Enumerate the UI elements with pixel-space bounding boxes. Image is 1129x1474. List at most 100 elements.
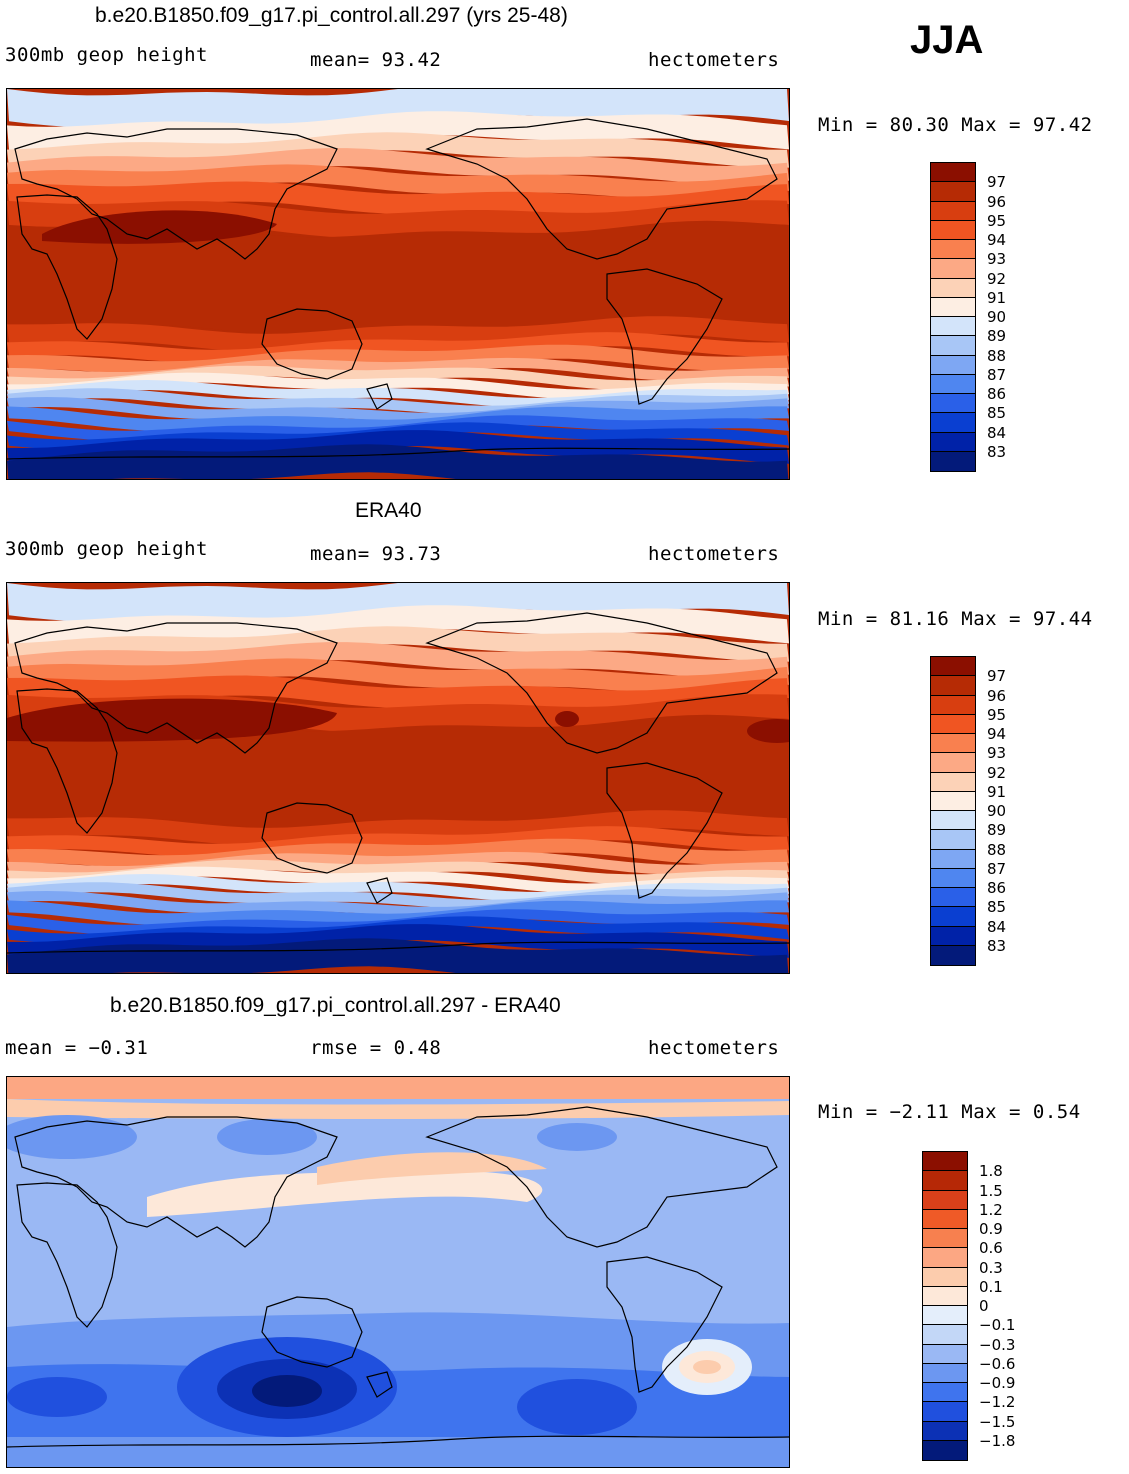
colorbar-swatch	[923, 1190, 967, 1210]
panel-3-mean-label: mean = −0.31	[5, 1037, 149, 1059]
colorbar-tick-label: −1.5	[979, 1412, 1016, 1431]
colorbar-swatch	[931, 432, 975, 452]
colorbar-swatch	[931, 220, 975, 240]
colorbar-swatch	[931, 278, 975, 298]
colorbar-swatch	[931, 868, 975, 888]
colorbar-swatch	[931, 182, 975, 202]
colorbar-tick-label: 86	[987, 879, 1007, 897]
colorbar-tick-label: 94	[987, 725, 1007, 743]
panel-2-variable-label: 300mb geop height	[5, 538, 208, 560]
panel-1-title: b.e20.B1850.f09_g17.pi_control.all.297 (…	[95, 4, 568, 27]
colorbar-swatch	[931, 201, 975, 221]
panel-2-mean-label: mean= 93.73	[310, 543, 442, 565]
colorbar-tick-label: 93	[987, 744, 1007, 763]
colorbar-tick-label: 97	[987, 173, 1007, 192]
colorbar-tick-label: 1.2	[979, 1200, 1003, 1219]
colorbar-tick-label: 1.8	[979, 1162, 1003, 1181]
colorbar-swatch	[931, 791, 975, 811]
colorbar-tick-label: −0.1	[979, 1316, 1016, 1335]
colorbar-swatch	[931, 772, 975, 792]
panel-2-min-max: Min = 81.16 Max = 97.44	[818, 608, 1093, 630]
colorbar-tick-label: 0.1	[979, 1277, 1003, 1296]
colorbar-swatch	[931, 451, 975, 471]
colorbar-tick-label: −0.9	[979, 1374, 1016, 1392]
panel-3-title: b.e20.B1850.f09_g17.pi_control.all.297 -…	[110, 994, 561, 1017]
colorbar-tick-label: −1.8	[979, 1431, 1016, 1450]
colorbar-swatch	[931, 811, 975, 831]
colorbar-swatch	[923, 1171, 967, 1191]
colorbar-tick-label: 95	[987, 211, 1007, 230]
colorbar-tick-label: 90	[987, 308, 1007, 326]
colorbar-swatch	[923, 1229, 967, 1249]
panel-1-min-max: Min = 80.30 Max = 97.42	[818, 114, 1093, 136]
colorbar-swatch	[931, 336, 975, 356]
season-label: JJA	[910, 18, 984, 62]
panel-1-mean-label: mean= 93.42	[310, 49, 442, 71]
colorbar-tick-label: 89	[987, 327, 1007, 346]
colorbar-swatch	[931, 355, 975, 375]
panel-3-rmse-label: rmse = 0.48	[310, 1037, 442, 1059]
colorbar-swatch	[931, 830, 975, 850]
colorbar-swatch	[931, 657, 975, 677]
colorbar-swatch	[931, 374, 975, 394]
colorbar-tick-label: 92	[987, 269, 1007, 288]
colorbar-tick-label: 83	[987, 442, 1007, 461]
colorbar-swatch	[923, 1440, 967, 1460]
colorbar-tick-label: 0	[979, 1297, 989, 1315]
colorbar-tick-label: 0.9	[979, 1220, 1003, 1238]
colorbar-swatch	[923, 1209, 967, 1229]
panel-3-contour-field	[7, 1077, 789, 1467]
colorbar-swatch	[931, 888, 975, 908]
panel-1-colorbar: 97 96 95 94 93 92 91 90 89 88 87 86 85 84 83	[930, 162, 1006, 472]
colorbar-swatch	[931, 676, 975, 696]
colorbar-tick-label: 92	[987, 763, 1007, 782]
colorbar-tick-label: 0.3	[979, 1258, 1003, 1277]
panel-3-min-max: Min = −2.11 Max = 0.54	[818, 1101, 1081, 1123]
panel-2-contour-field	[7, 583, 789, 973]
colorbar-swatch	[923, 1363, 967, 1383]
colorbar-swatch	[923, 1267, 967, 1287]
panel-1-units-label: hectometers	[648, 49, 780, 71]
colorbar-tick-label: 87	[987, 365, 1007, 384]
colorbar-tick-label: 87	[987, 859, 1007, 878]
panel-1-variable-label: 300mb geop height	[5, 44, 208, 66]
colorbar-swatch	[931, 259, 975, 279]
colorbar-tick-label: 0.6	[979, 1239, 1003, 1258]
colorbar-tick-label: 1.5	[979, 1181, 1003, 1200]
colorbar-tick-label: −1.2	[979, 1393, 1016, 1412]
panel-2-colorbar: 97 96 95 94 93 92 91 90 89 88 87 86 85 84 83	[930, 656, 1006, 966]
panel-2-title: ERA40	[355, 499, 422, 522]
colorbar-swatch	[931, 907, 975, 927]
colorbar-swatch	[931, 734, 975, 754]
colorbar-swatch	[923, 1344, 967, 1364]
colorbar-swatch	[931, 926, 975, 946]
colorbar-swatch	[923, 1421, 967, 1441]
colorbar-tick-label: 94	[987, 231, 1007, 249]
panel-1-contour-field	[7, 89, 789, 479]
panel-1-map	[6, 88, 790, 480]
panel-3-units-label: hectometers	[648, 1037, 780, 1059]
colorbar-swatch	[931, 753, 975, 773]
colorbar-swatch	[931, 240, 975, 260]
colorbar-swatch	[931, 695, 975, 715]
colorbar-tick-label: 89	[987, 821, 1007, 840]
colorbar-swatch	[931, 297, 975, 317]
colorbar-swatch	[931, 317, 975, 337]
colorbar-tick-label: 85	[987, 404, 1007, 423]
colorbar-tick-label: 96	[987, 192, 1007, 211]
panel-2-map	[6, 582, 790, 974]
colorbar-swatch	[931, 394, 975, 414]
panel-3-map	[6, 1076, 790, 1468]
colorbar-tick-label: 90	[987, 802, 1007, 820]
colorbar-tick-label: 96	[987, 686, 1007, 705]
colorbar-swatch	[931, 714, 975, 734]
colorbar-tick-label: 91	[987, 288, 1007, 307]
colorbar-swatch	[923, 1325, 967, 1345]
colorbar-tick-label: −0.6	[979, 1354, 1016, 1373]
colorbar-swatch	[923, 1383, 967, 1403]
panel-2-units-label: hectometers	[648, 543, 780, 565]
colorbar-swatch	[931, 849, 975, 869]
colorbar-swatch	[923, 1402, 967, 1422]
colorbar-swatch	[931, 945, 975, 965]
colorbar-swatch	[923, 1248, 967, 1268]
